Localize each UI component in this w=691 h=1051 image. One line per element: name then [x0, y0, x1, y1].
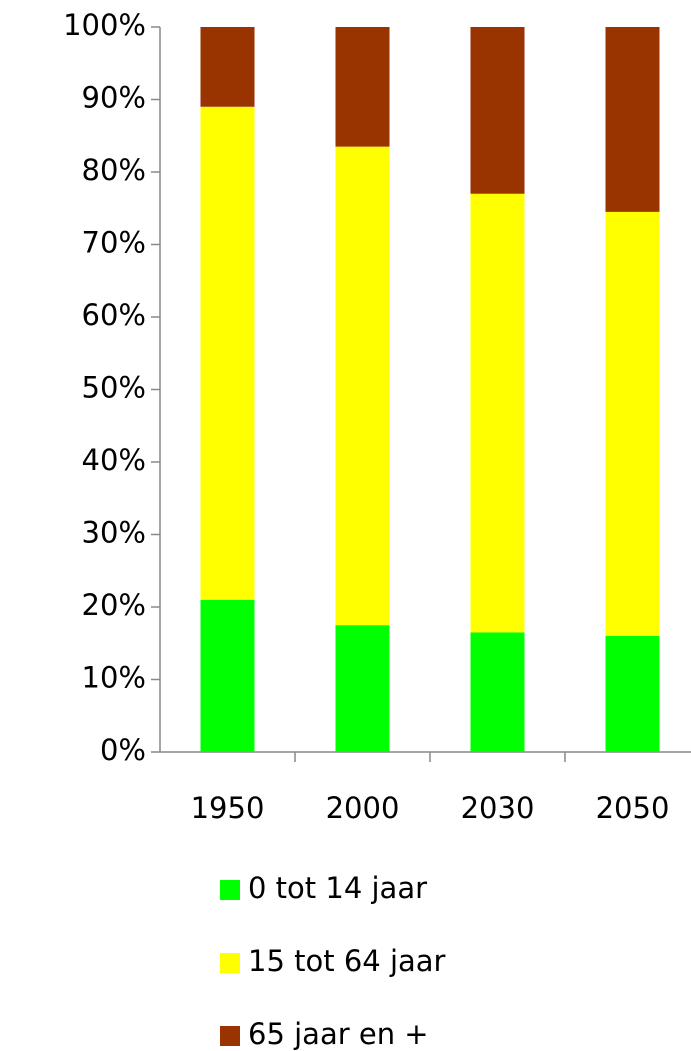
x-tick-label: 2000 [326, 791, 400, 825]
legend-label: 0 tot 14 jaar [248, 871, 427, 905]
y-tick-label: 80% [82, 153, 146, 187]
bar-segment [200, 106, 255, 600]
bar-segment [605, 636, 660, 752]
bar-segment [470, 193, 525, 633]
bar-segment [470, 632, 525, 752]
legend-label: 15 tot 64 jaar [248, 944, 446, 978]
legend-swatch [220, 880, 240, 900]
y-tick-label: 90% [82, 81, 146, 115]
legend-label: 65 jaar en + [248, 1017, 429, 1051]
y-tick-label: 70% [82, 226, 146, 260]
y-tick-label: 50% [82, 371, 146, 405]
legend-swatch [220, 1026, 240, 1046]
y-tick-label: 30% [82, 516, 146, 550]
bar-segment [200, 27, 255, 107]
y-tick-label: 40% [82, 443, 146, 477]
bar-segment [470, 27, 525, 194]
y-tick-label: 100% [63, 8, 146, 42]
x-tick-label: 2030 [461, 791, 535, 825]
y-tick-label: 10% [82, 661, 146, 695]
bar-segment [335, 146, 390, 626]
legend-swatch [220, 953, 240, 973]
bar-segment [335, 625, 390, 752]
x-tick-label: 2050 [596, 791, 670, 825]
bar-segment [605, 27, 660, 212]
bar-segment [200, 599, 255, 752]
bar-segment [605, 211, 660, 636]
x-tick-label: 1950 [191, 791, 265, 825]
y-tick-label: 60% [82, 298, 146, 332]
y-tick-label: 0% [100, 733, 146, 767]
bar-segment [335, 27, 390, 147]
y-tick-label: 20% [82, 588, 146, 622]
